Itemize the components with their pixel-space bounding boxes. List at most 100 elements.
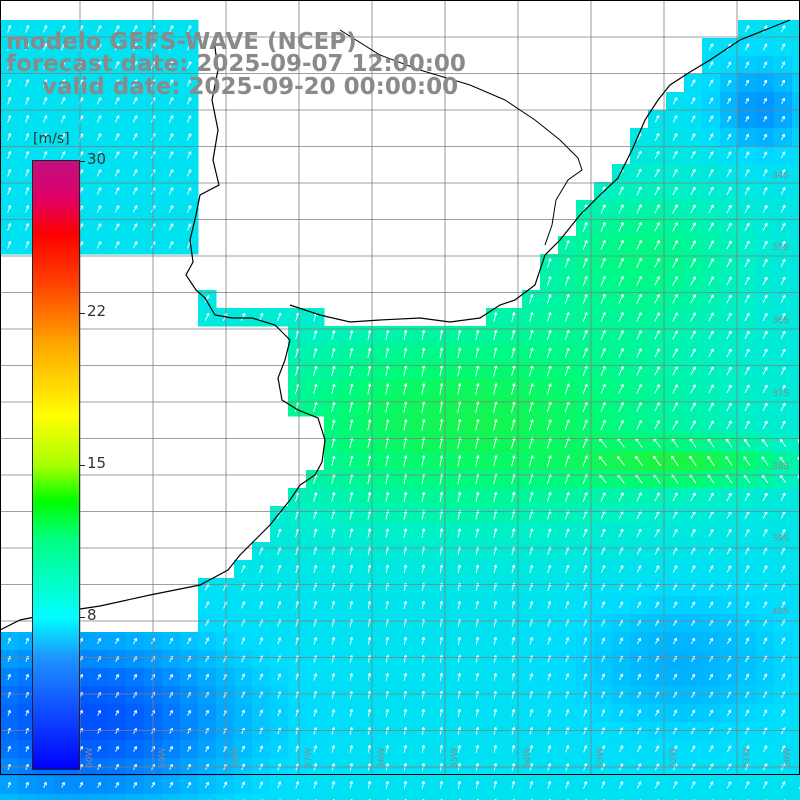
wind-arrow <box>744 258 750 268</box>
wind-arrow <box>186 205 192 213</box>
wind-arrow <box>600 204 606 214</box>
wind-cell <box>792 308 800 327</box>
wind-arrow <box>60 151 66 159</box>
wind-cell <box>792 506 800 525</box>
wind-arrow <box>25 79 30 87</box>
wind-cell <box>792 218 800 237</box>
wind-arrow <box>114 133 120 141</box>
wind-arrow <box>168 205 174 213</box>
wind-cell <box>792 110 800 129</box>
wind-arrow <box>654 115 660 123</box>
wind-cell <box>540 794 559 800</box>
wind-arrow <box>132 43 138 51</box>
wind-arrow <box>744 294 750 304</box>
wind-cell <box>792 596 800 615</box>
wind-arrow <box>780 187 786 195</box>
wind-arrow <box>672 204 678 214</box>
wind-cell <box>576 794 595 800</box>
wind-arrow <box>745 97 749 104</box>
wind-arrow <box>762 330 768 340</box>
wind-cell <box>486 794 505 800</box>
wind-arrow <box>96 25 102 33</box>
wind-arrow <box>672 312 678 322</box>
wind-arrow <box>727 97 732 105</box>
wind-cell <box>792 542 800 561</box>
wind-arrow <box>132 25 138 33</box>
wind-arrow <box>763 79 767 87</box>
wind-arrow <box>547 258 552 268</box>
wind-cell <box>504 794 523 800</box>
latitude-label: 35S <box>772 243 789 253</box>
wind-arrow <box>654 312 660 322</box>
wind-arrow <box>708 97 714 105</box>
wind-arrow <box>672 258 678 268</box>
wind-arrow <box>726 133 732 141</box>
wind-arrow <box>96 151 102 159</box>
wind-arrow <box>618 275 624 286</box>
wind-arrow <box>636 294 642 304</box>
wind-arrow <box>7 61 12 69</box>
wind-arrow <box>636 330 642 340</box>
wind-arrow <box>331 330 336 340</box>
colorbar <box>32 160 80 770</box>
wind-arrow <box>114 79 120 87</box>
wind-arrow <box>258 312 264 322</box>
wind-arrow <box>564 311 570 322</box>
longitude-label: 55W <box>450 748 460 768</box>
wind-arrow <box>168 223 174 231</box>
wind-arrow <box>331 347 336 358</box>
colorbar-tick <box>79 161 85 162</box>
wind-arrow <box>780 330 786 339</box>
wind-cell <box>18 794 37 800</box>
wind-cell <box>792 182 800 201</box>
wind-arrow <box>600 311 606 322</box>
wind-arrow <box>168 169 174 177</box>
wind-arrow <box>96 133 102 141</box>
wind-cell <box>774 794 793 800</box>
wind-arrow <box>60 97 66 105</box>
wind-arrow <box>60 25 66 33</box>
wind-arrow <box>744 43 750 51</box>
longitude-label: 57W <box>304 748 314 768</box>
wind-cell <box>684 794 703 800</box>
wind-cell <box>252 794 271 800</box>
wind-cell <box>792 686 800 705</box>
wind-arrow <box>132 169 138 177</box>
wind-arrow <box>96 115 102 123</box>
latitude-label: 34S <box>772 171 789 181</box>
wind-arrow <box>96 61 102 69</box>
wind-arrow <box>654 239 660 250</box>
wind-cell <box>792 488 800 507</box>
wind-arrow <box>672 222 678 232</box>
latitude-label: 37S <box>772 389 789 399</box>
wind-arrow <box>114 43 120 51</box>
wind-cell <box>234 794 253 800</box>
wind-cell <box>342 794 361 800</box>
wind-arrow <box>780 294 786 303</box>
wind-arrow <box>636 204 642 214</box>
wind-arrow <box>744 276 750 286</box>
wind-cell <box>792 362 800 381</box>
wind-arrow <box>600 222 606 232</box>
wind-arrow <box>690 330 696 340</box>
wind-cell <box>792 326 800 345</box>
longitude-label: 54W <box>523 748 533 768</box>
wind-arrow <box>690 115 696 123</box>
wind-arrow <box>168 25 174 33</box>
wind-arrow <box>132 241 138 249</box>
wind-arrow <box>672 294 678 304</box>
wind-arrow <box>439 347 444 359</box>
wind-arrow <box>25 151 30 159</box>
wind-arrow <box>745 79 749 87</box>
colorbar-tick <box>79 617 85 618</box>
wind-arrow <box>690 294 696 304</box>
wind-arrow <box>763 115 767 122</box>
wind-arrow <box>132 79 138 87</box>
wind-arrow <box>564 293 570 304</box>
wind-arrow <box>186 169 192 177</box>
wind-arrow <box>654 257 660 268</box>
wind-arrow <box>600 293 606 304</box>
wind-cell <box>108 794 127 800</box>
wind-arrow <box>654 133 660 141</box>
wind-arrow <box>564 258 570 268</box>
